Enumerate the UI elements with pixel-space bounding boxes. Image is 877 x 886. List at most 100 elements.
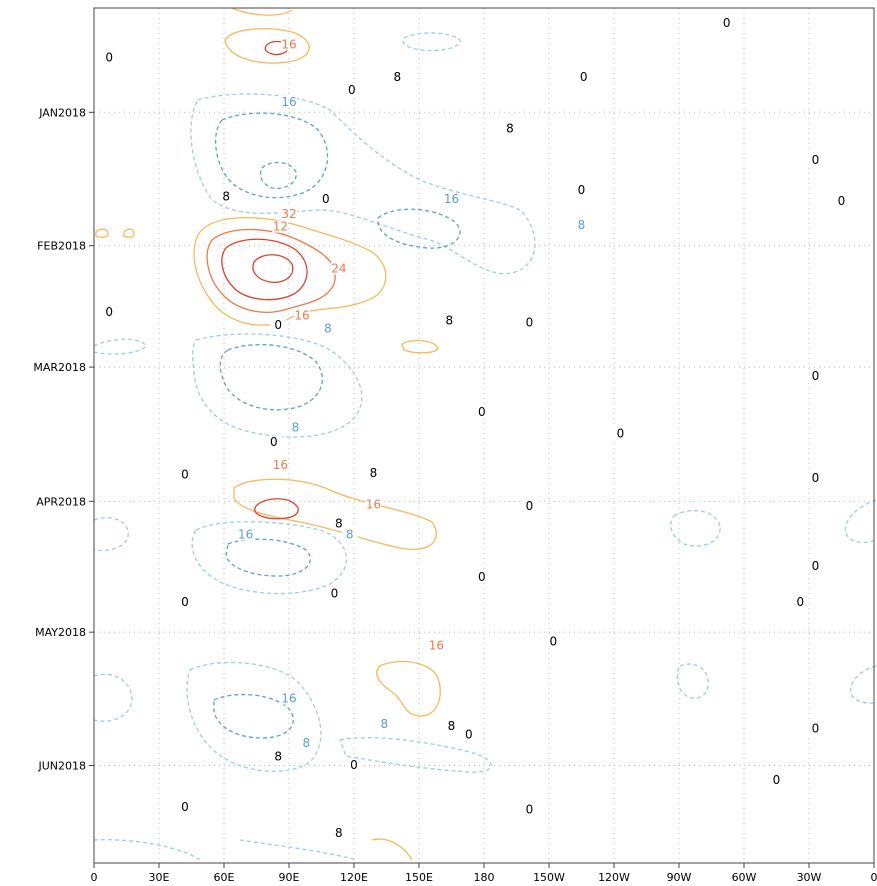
- contour-pos-feb-inner: [221, 238, 308, 301]
- contour-label: 0: [350, 758, 358, 772]
- contour-label: 0: [465, 727, 473, 741]
- contour-label-bg: [460, 728, 477, 741]
- contour-label-bg: [237, 528, 254, 541]
- contour-label-bg: [317, 193, 334, 206]
- contour-label-bg: [101, 51, 118, 64]
- gridlines: [94, 8, 874, 863]
- x-tick-label: 60W: [732, 871, 757, 884]
- contour-label-bg: [272, 459, 289, 472]
- contour-label-bg: [807, 722, 824, 735]
- contour-label: 0: [181, 595, 189, 609]
- y-tick-label: APR2018: [36, 495, 86, 508]
- contour-label-bg: [441, 314, 458, 327]
- contour-label-bg: [521, 500, 538, 513]
- contour-neg-apr-west: [93, 517, 129, 552]
- contour-label: 8: [335, 826, 343, 840]
- x-tick-label: 180: [474, 871, 495, 884]
- contour-label: 16: [294, 309, 309, 323]
- contour-label: 16: [366, 497, 381, 511]
- y-tick-label: FEB2018: [37, 240, 86, 253]
- x-tick-label: 0: [91, 871, 98, 884]
- contour-label-bg: [330, 517, 347, 530]
- contour-label: 8: [394, 70, 402, 84]
- x-tick-label: 120E: [340, 871, 368, 884]
- contour-neg-jun-mid: [339, 737, 492, 773]
- x-axis-ticks: 0 30E 60E 90E 120E 150E 180 150W 120W 90W 60W 30W 0: [91, 863, 877, 884]
- contour-label: 8: [381, 717, 389, 731]
- contour-label: 0: [812, 471, 820, 485]
- contour-neg-mar-inner: [219, 344, 323, 411]
- y-tick-label: JUN2018: [37, 760, 86, 773]
- contour-label-bg: [365, 466, 382, 479]
- contour-label: 0: [550, 634, 558, 648]
- contour-label: 24: [331, 261, 346, 275]
- contour-neg-apr-inner: [225, 538, 311, 577]
- contour-label: 0: [270, 435, 278, 449]
- contour-label-bg: [443, 193, 460, 206]
- contour-label-bg: [272, 220, 289, 233]
- contour-label-bg: [326, 587, 343, 600]
- contour-label-bg: [833, 194, 850, 207]
- contour-label: 0: [773, 773, 781, 787]
- x-tick-label: 60E: [214, 871, 235, 884]
- contour-label: 0: [723, 16, 731, 30]
- contour-pos-jun-bottom: [371, 838, 413, 861]
- contour-lines: [93, 7, 877, 861]
- contour-pos-apr-inner: [254, 498, 299, 520]
- contour-pos-jan: [224, 28, 310, 64]
- contour-neg-mar-west: [93, 338, 147, 355]
- contour-label-bg: [473, 571, 490, 584]
- contour-label: 0: [348, 83, 356, 97]
- contour-label: 12: [273, 220, 288, 234]
- contour-label: 0: [838, 194, 846, 208]
- contour-label: 0: [580, 70, 588, 84]
- contour-label-bg: [343, 83, 360, 96]
- x-tick-label: 90E: [279, 871, 300, 884]
- contour-label-bg: [330, 826, 347, 839]
- contour-label-bg: [177, 468, 193, 481]
- contour-label-bg: [177, 801, 193, 814]
- contour-label: 0: [478, 405, 486, 419]
- contour-label-bg: [807, 153, 824, 166]
- contour-neg-jun-edge: [850, 665, 877, 704]
- contour-label-bg: [573, 183, 590, 196]
- contour-label-bg: [443, 719, 460, 732]
- contour-neg-jun-east: [676, 663, 709, 699]
- contour-label-bg: [341, 528, 358, 541]
- contour-neg-bottom: [93, 839, 357, 861]
- contour-label: 0: [812, 153, 820, 167]
- contour-neg-jun: [186, 661, 322, 772]
- contour-label-bg: [365, 498, 382, 511]
- contour-label: 8: [222, 190, 230, 204]
- contour-pos-feb-outer: [193, 216, 387, 326]
- contour-neg-jun-inner: [213, 693, 294, 739]
- contour-label-bg: [177, 595, 193, 608]
- contour-label: 16: [281, 37, 296, 51]
- contour-label: 8: [335, 516, 343, 530]
- contour-label-bg: [807, 471, 824, 484]
- contour-label: 0: [322, 192, 330, 206]
- contour-label-bg: [473, 406, 490, 419]
- contour-label-bg: [376, 718, 393, 731]
- contour-label: 0: [105, 305, 113, 319]
- contour-neg-jan-inner: [259, 161, 297, 190]
- contour-label-bg: [270, 318, 287, 331]
- contour-pos-jan-inner: [264, 40, 289, 56]
- contour-label: 0: [478, 570, 486, 584]
- contour-label: 16: [429, 639, 444, 653]
- contour-label-bg: [287, 421, 304, 434]
- contour-neg-apr-edge: [844, 499, 877, 544]
- contour-label: 0: [274, 318, 282, 332]
- contour-pos-feb-core: [252, 254, 294, 283]
- contour-label-bg: [575, 70, 592, 83]
- contour-label: 8: [324, 321, 332, 335]
- contour-label: 8: [274, 750, 282, 764]
- x-tick-label: 150E: [405, 871, 433, 884]
- contour-label: 16: [444, 192, 459, 206]
- contour-pos-feb-mid: [206, 228, 336, 313]
- contour-neg-jan-east: [377, 208, 461, 249]
- contour-neg-jan-outer: [190, 93, 536, 275]
- contour-label: 16: [281, 95, 296, 109]
- contour-label: 0: [526, 315, 534, 329]
